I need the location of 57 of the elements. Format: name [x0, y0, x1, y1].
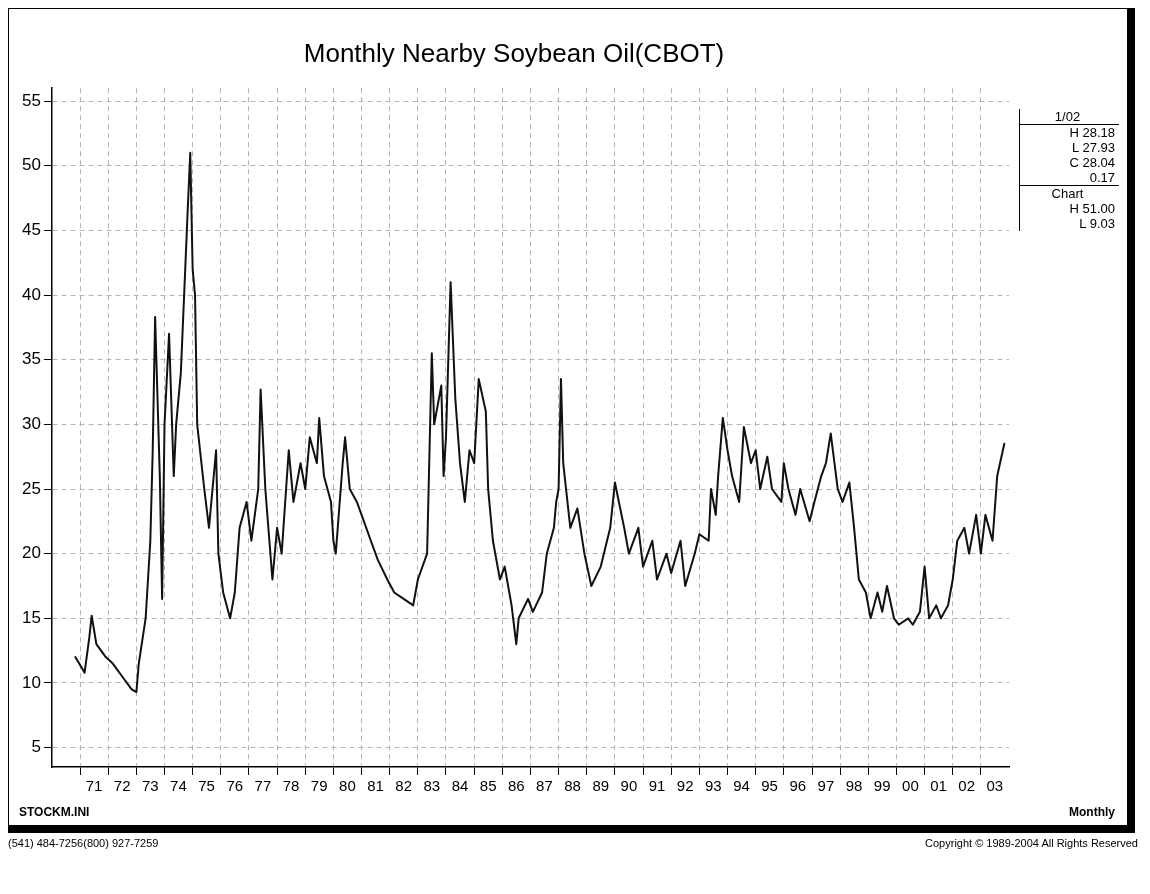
x-tick-label: 73	[141, 777, 159, 795]
y-tick-label: 25	[21, 478, 41, 498]
x-tick-label: 78	[282, 777, 300, 795]
text: Chart	[1051, 186, 1084, 201]
x-tick-label: 96	[789, 777, 807, 795]
x-tick-label: 98	[845, 777, 863, 795]
text: Monthly	[1069, 805, 1115, 819]
x-tick-label: 79	[310, 777, 328, 795]
x-tick-label: 99	[873, 777, 891, 795]
x-tick-label: 01	[930, 777, 947, 795]
text: H 28.18	[1069, 125, 1115, 140]
x-tick-label: 95	[761, 777, 778, 795]
y-tick-label: 45	[21, 220, 41, 240]
text: (541) 484-7256(800) 927-7259	[8, 837, 159, 849]
x-tick-label: 77	[254, 777, 272, 795]
x-tick-label: 72	[113, 777, 131, 795]
x-tick-label: 97	[817, 777, 835, 795]
x-tick-label: 87	[536, 777, 553, 795]
x-tick-label: 03	[986, 777, 1004, 795]
y-tick-label: 20	[21, 543, 41, 563]
y-tick-label: 50	[21, 155, 41, 175]
y-tick-label: 30	[21, 414, 41, 434]
y-tick-label: 10	[21, 672, 41, 692]
chart-title: Monthly Nearby Soybean Oil(CBOT)	[303, 37, 725, 68]
x-tick-label: 71	[85, 777, 103, 795]
x-tick-label: 84	[451, 777, 469, 795]
x-tick-label: 02	[958, 777, 976, 795]
x-tick-label: 86	[507, 777, 525, 795]
x-tick-label: 82	[395, 777, 413, 795]
x-tick-label: 00	[902, 777, 919, 795]
x-tick-label: 93	[705, 777, 722, 795]
x-tick-label: 88	[564, 777, 581, 795]
text: 1/02	[1054, 109, 1081, 124]
y-tick-label: 40	[21, 284, 41, 304]
x-tick-label: 81	[367, 777, 384, 795]
x-tick-label: 76	[226, 777, 244, 795]
y-tick-label: 55	[21, 90, 41, 110]
text: L 9.03	[1079, 216, 1115, 231]
y-tick-label: 35	[21, 349, 41, 369]
x-tick-label: 75	[198, 777, 215, 795]
text: STOCKM.INI	[19, 805, 90, 819]
text: H 51.00	[1069, 201, 1115, 216]
x-tick-label: 91	[648, 777, 666, 795]
y-tick-label: 15	[21, 608, 41, 627]
text: Copyright © 1989-2004 All Rights Reserved	[925, 837, 1138, 849]
text: 0.17	[1089, 170, 1115, 185]
text: L 27.93	[1072, 140, 1115, 155]
text: C 28.04	[1069, 155, 1115, 170]
x-tick-label: 89	[592, 777, 610, 795]
x-tick-label: 85	[479, 777, 497, 795]
x-tick-label: 94	[733, 777, 750, 795]
x-tick-label: 83	[423, 777, 441, 795]
x-tick-label: 74	[170, 777, 187, 795]
x-tick-label: 80	[339, 777, 356, 795]
x-tick-label: 90	[620, 777, 638, 795]
y-tick-label: 5	[31, 737, 41, 757]
x-tick-label: 92	[676, 777, 694, 795]
